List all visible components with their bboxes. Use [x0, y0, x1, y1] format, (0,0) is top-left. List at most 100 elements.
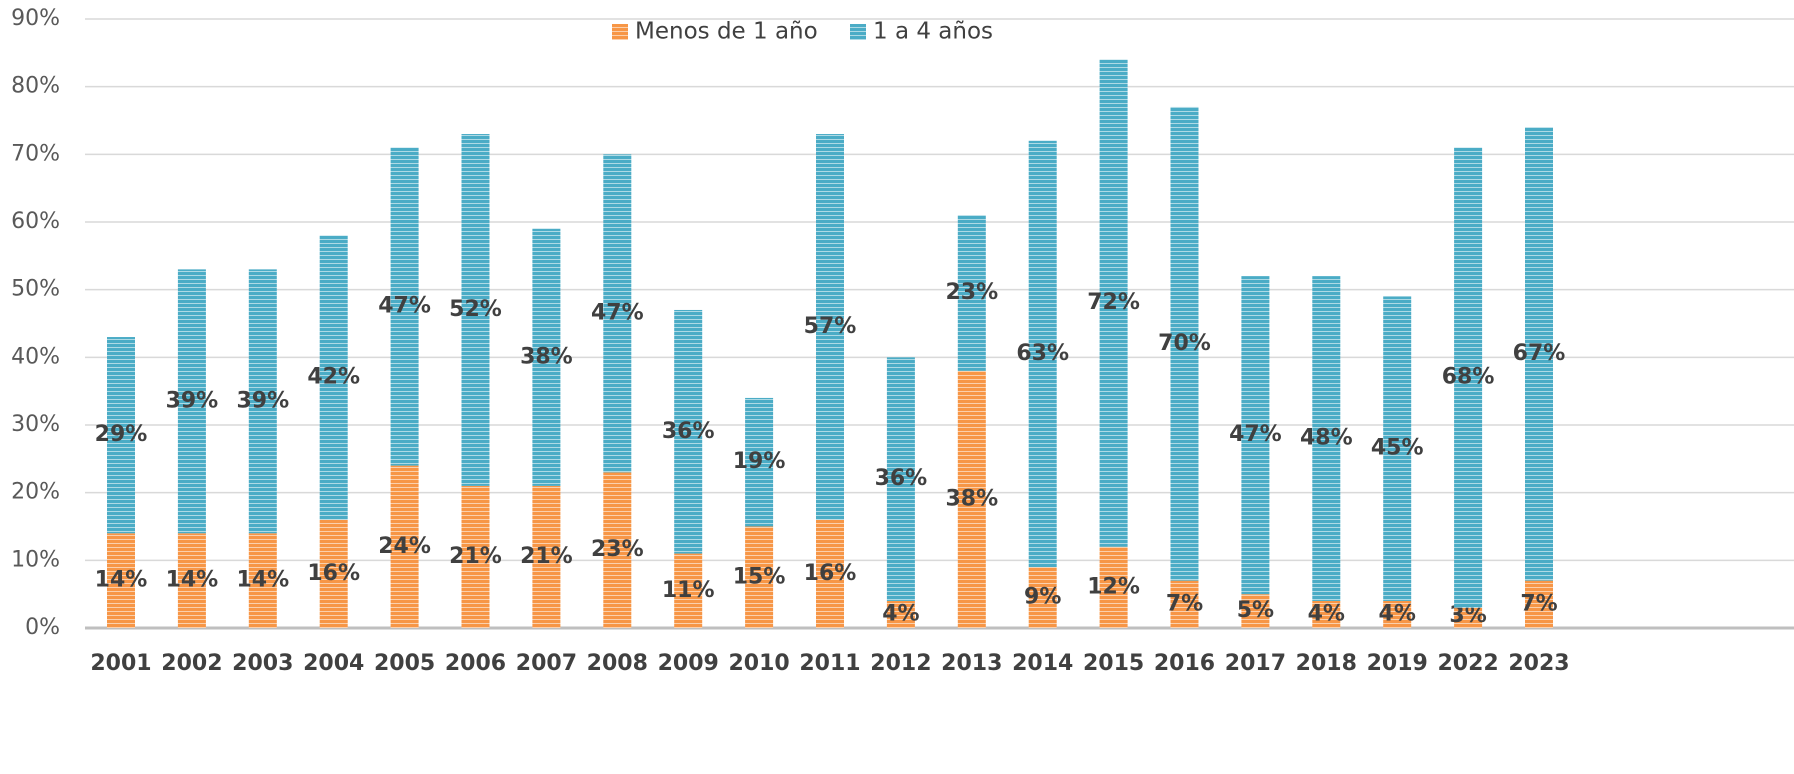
bar-segment [1241, 276, 1270, 595]
x-tick-label: 2007 [516, 651, 577, 676]
bar-segment [1170, 580, 1199, 628]
data-label: 11% [662, 578, 715, 603]
bar-segment [177, 269, 206, 534]
data-label: 12% [1087, 574, 1140, 599]
bar-segment [1028, 140, 1057, 568]
data-label: 15% [733, 564, 786, 589]
x-tick-label: 2002 [161, 651, 222, 676]
bar-segment [674, 553, 703, 628]
data-label: 72% [1087, 290, 1140, 315]
bar-segment [1099, 546, 1128, 628]
bar-segment [816, 519, 844, 628]
y-tick-label: 40% [11, 344, 60, 369]
x-tick-label: 2017 [1225, 651, 1286, 676]
data-label: 4% [1379, 601, 1416, 626]
bar-segment [390, 465, 419, 628]
x-tick-label: 2005 [374, 651, 435, 676]
data-label: 4% [882, 601, 919, 626]
data-label: 68% [1442, 365, 1495, 390]
data-label: 67% [1513, 341, 1566, 366]
legend-swatch [612, 24, 628, 40]
data-label: 7% [1166, 591, 1203, 616]
bar-segment [745, 526, 774, 628]
data-label: 23% [945, 280, 998, 305]
x-tick-label: 2010 [728, 651, 789, 676]
x-tick-label: 2014 [1012, 651, 1073, 676]
y-tick-label: 20% [11, 480, 60, 505]
bar-segment [1454, 607, 1483, 628]
bar-segment [319, 235, 348, 520]
bar-segment [603, 472, 632, 628]
bar-segment [1454, 147, 1483, 608]
data-label: 45% [1371, 436, 1424, 461]
bar-segment [248, 269, 277, 534]
data-label: 21% [449, 544, 502, 569]
data-label: 14% [166, 568, 219, 593]
bar-segment [1170, 106, 1199, 581]
bar-segment [461, 134, 490, 486]
bar-segment [1525, 127, 1553, 581]
bar-segment [461, 485, 490, 628]
bar-segment [1312, 600, 1341, 628]
data-label: 42% [307, 365, 360, 390]
data-label: 48% [1300, 426, 1353, 451]
bar-segment [1099, 59, 1128, 547]
data-label: 70% [1158, 331, 1211, 356]
data-label: 23% [591, 537, 644, 562]
data-label: 16% [307, 561, 360, 586]
x-tick-label: 2008 [587, 651, 648, 676]
bar-segment [886, 600, 915, 628]
x-tick-label: 2001 [90, 651, 151, 676]
data-label: 38% [520, 344, 573, 369]
x-tick-label: 2004 [303, 651, 364, 676]
data-label: 14% [236, 568, 289, 593]
x-tick-label: 2009 [658, 651, 719, 676]
y-tick-label: 10% [11, 547, 60, 572]
bar-segment [1028, 567, 1057, 628]
y-tick-label: 90% [11, 6, 60, 31]
bar-segment [1312, 276, 1341, 601]
legend-label: Menos de 1 año [635, 19, 818, 45]
bar-segment [1383, 296, 1412, 601]
x-tick-label: 2003 [232, 651, 293, 676]
data-label: 24% [378, 534, 431, 559]
bar-segment [957, 215, 986, 371]
data-label: 7% [1520, 591, 1557, 616]
bar-segment [107, 337, 135, 534]
x-tick-label: 2012 [870, 651, 931, 676]
bar-segment [532, 485, 561, 628]
y-tick-label: 60% [11, 209, 60, 234]
bar-segment [1383, 600, 1412, 628]
bar-segment [1525, 580, 1553, 628]
data-label: 36% [662, 419, 715, 444]
data-label: 19% [733, 449, 786, 474]
data-label: 52% [449, 297, 502, 322]
y-tick-label: 80% [11, 74, 60, 99]
data-label: 36% [875, 466, 928, 491]
y-tick-label: 30% [11, 412, 60, 437]
data-label: 4% [1308, 601, 1345, 626]
data-label: 5% [1237, 598, 1274, 623]
y-tick-label: 50% [11, 277, 60, 302]
x-tick-label: 2019 [1367, 651, 1428, 676]
data-label: 47% [378, 294, 431, 319]
bar-segment [532, 228, 561, 486]
data-label: 63% [1016, 341, 1069, 366]
data-label: 21% [520, 544, 573, 569]
legend-label: 1 a 4 años [873, 19, 993, 45]
bar-segment [957, 370, 986, 628]
data-label: 9% [1024, 585, 1061, 610]
bar-segment [674, 309, 703, 554]
data-label: 38% [945, 486, 998, 511]
x-tick-label: 2022 [1437, 651, 1498, 676]
data-label: 29% [95, 422, 148, 447]
x-tick-label: 2015 [1083, 651, 1144, 676]
x-tick-label: 2013 [941, 651, 1002, 676]
data-label: 57% [804, 314, 857, 339]
x-tick-label: 2023 [1508, 651, 1569, 676]
bar-segment [1241, 594, 1270, 628]
data-label: 39% [236, 388, 289, 413]
bar-segment [248, 533, 277, 628]
x-tick-label: 2016 [1154, 651, 1215, 676]
